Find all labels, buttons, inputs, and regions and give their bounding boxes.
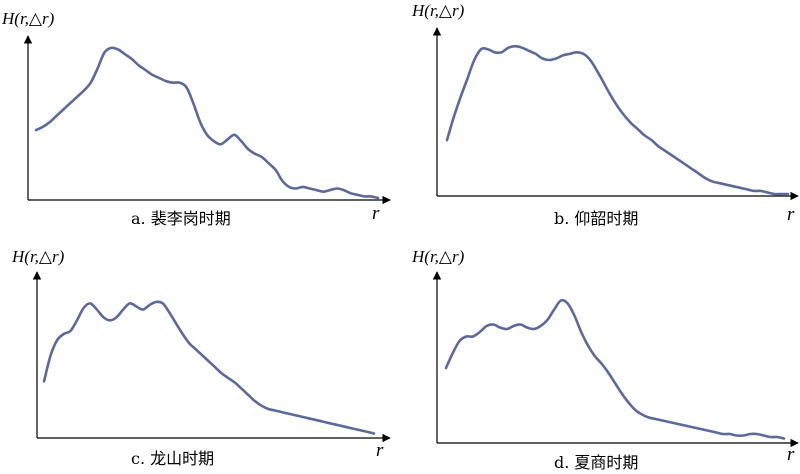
panel-a-ylabel: H(r,△r) <box>1 9 55 28</box>
panel-a-curve <box>34 46 380 200</box>
panel-d: H(r,△r) r d. 夏商时期 <box>411 247 799 472</box>
panel-b-ylabel: H(r,△r) <box>411 1 465 20</box>
panel-c: H(r,△r) r c. 龙山时期 <box>11 247 391 468</box>
panel-c-ylabel: H(r,△r) <box>11 247 65 266</box>
panel-b-curve <box>445 44 790 196</box>
panel-d-curve <box>444 298 786 440</box>
panel-a-xlabel: r <box>372 203 380 224</box>
panel-b-caption: b. 仰韶时期 <box>554 209 638 228</box>
panel-b: H(r,△r) r b. 仰韶时期 <box>411 1 799 228</box>
panel-d-ylabel: H(r,△r) <box>411 247 465 266</box>
panel-a: H(r,△r) r a. 裴李岗时期 <box>1 9 391 228</box>
panel-d-caption: d. 夏商时期 <box>554 453 638 472</box>
panel-b-xlabel: r <box>787 204 795 225</box>
panel-d-xlabel: r <box>787 444 795 465</box>
panel-a-caption: a. 裴李岗时期 <box>131 209 231 228</box>
panel-c-curve <box>42 300 376 435</box>
panel-c-xlabel: r <box>376 440 384 461</box>
panel-c-caption: c. 龙山时期 <box>131 449 214 468</box>
